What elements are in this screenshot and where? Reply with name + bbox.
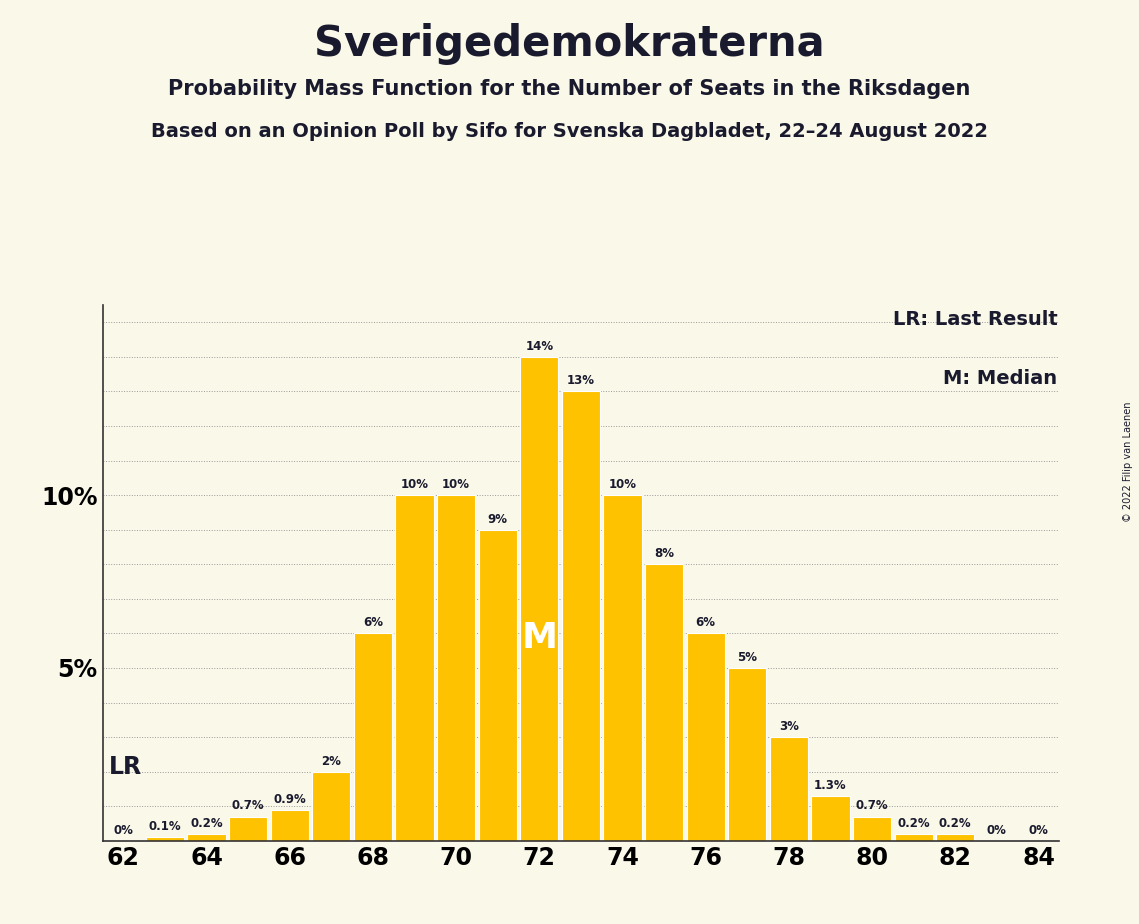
Bar (312, 772, 351, 841)
Text: Based on an Opinion Poll by Sifo for Svenska Dagbladet, 22–24 August 2022: Based on an Opinion Poll by Sifo for Sve… (151, 122, 988, 141)
Bar (354, 633, 392, 841)
Bar (853, 817, 891, 841)
Bar (188, 834, 226, 841)
Text: 0.7%: 0.7% (232, 799, 264, 812)
Text: Probability Mass Function for the Number of Seats in the Riksdagen: Probability Mass Function for the Number… (169, 79, 970, 99)
Text: 10%: 10% (608, 478, 637, 491)
Text: M: M (522, 621, 557, 654)
Text: 6%: 6% (696, 616, 715, 629)
Bar (146, 837, 185, 841)
Text: 0%: 0% (1029, 823, 1048, 837)
Text: 0.2%: 0.2% (190, 817, 223, 830)
Bar (687, 633, 724, 841)
Bar (229, 817, 268, 841)
Text: 6%: 6% (363, 616, 383, 629)
Text: 10%: 10% (401, 478, 428, 491)
Bar (395, 495, 434, 841)
Text: LR: Last Result: LR: Last Result (893, 310, 1057, 329)
Text: 0.9%: 0.9% (273, 793, 306, 806)
Bar (562, 392, 600, 841)
Text: LR: LR (108, 755, 142, 779)
Bar (271, 809, 309, 841)
Text: 2%: 2% (321, 755, 342, 768)
Bar (894, 834, 933, 841)
Bar (437, 495, 475, 841)
Text: 14%: 14% (525, 340, 554, 353)
Text: 10%: 10% (442, 478, 470, 491)
Bar (521, 357, 558, 841)
Bar (604, 495, 641, 841)
Text: 9%: 9% (487, 513, 508, 526)
Bar (645, 565, 683, 841)
Bar (728, 668, 767, 841)
Text: M: Median: M: Median (943, 370, 1057, 388)
Text: 0.2%: 0.2% (939, 817, 972, 830)
Bar (770, 737, 808, 841)
Text: 0.1%: 0.1% (148, 821, 181, 833)
Text: 0%: 0% (986, 823, 1007, 837)
Text: 13%: 13% (567, 374, 595, 387)
Bar (936, 834, 974, 841)
Text: 0%: 0% (114, 823, 133, 837)
Text: 8%: 8% (654, 547, 674, 560)
Text: 3%: 3% (779, 720, 798, 733)
Text: 0.7%: 0.7% (855, 799, 888, 812)
Bar (811, 796, 850, 841)
Text: 0.2%: 0.2% (898, 817, 929, 830)
Text: © 2022 Filip van Laenen: © 2022 Filip van Laenen (1123, 402, 1133, 522)
Text: 5%: 5% (737, 650, 757, 663)
Text: 1.3%: 1.3% (814, 779, 846, 792)
Bar (478, 529, 517, 841)
Text: Sverigedemokraterna: Sverigedemokraterna (314, 23, 825, 65)
